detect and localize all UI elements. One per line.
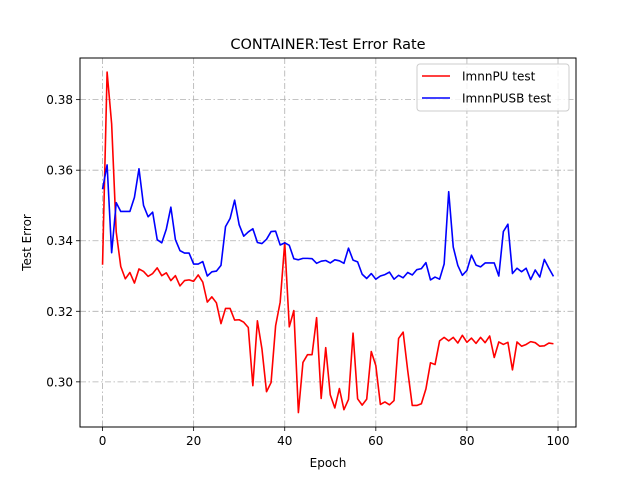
x-axis: 0 20 40 60 80 100 xyxy=(99,427,570,448)
x-axis-label: Epoch xyxy=(310,456,347,470)
legend-label-1: ImnnPUSB test xyxy=(462,92,551,106)
x-tick-label: 20 xyxy=(186,434,201,448)
legend-box xyxy=(416,63,570,112)
x-tick-label: 100 xyxy=(547,434,570,448)
y-tick-label: 0.32 xyxy=(46,305,73,319)
chart-title: CONTAINER:Test Error Rate xyxy=(230,37,425,53)
y-tick-label: 0.30 xyxy=(46,375,73,389)
y-tick-label: 0.34 xyxy=(46,234,73,248)
legend: ImnnPU test ImnnPUSB test xyxy=(416,63,570,112)
series-group xyxy=(101,71,555,414)
x-tick-label: 40 xyxy=(277,434,292,448)
x-tick-label: 0 xyxy=(99,434,107,448)
y-tick-label: 0.38 xyxy=(46,93,73,107)
y-axis: 0.30 0.32 0.34 0.36 0.38 xyxy=(46,93,80,389)
y-axis-label: Test Error xyxy=(20,214,34,272)
x-tick-label: 60 xyxy=(368,434,383,448)
plot-area-frame xyxy=(79,57,577,428)
series-line-0 xyxy=(101,71,554,414)
x-tick-label: 80 xyxy=(459,434,474,448)
y-tick-label: 0.36 xyxy=(46,164,73,178)
series-line-1 xyxy=(101,164,555,281)
legend-label-0: ImnnPU test xyxy=(462,70,536,84)
